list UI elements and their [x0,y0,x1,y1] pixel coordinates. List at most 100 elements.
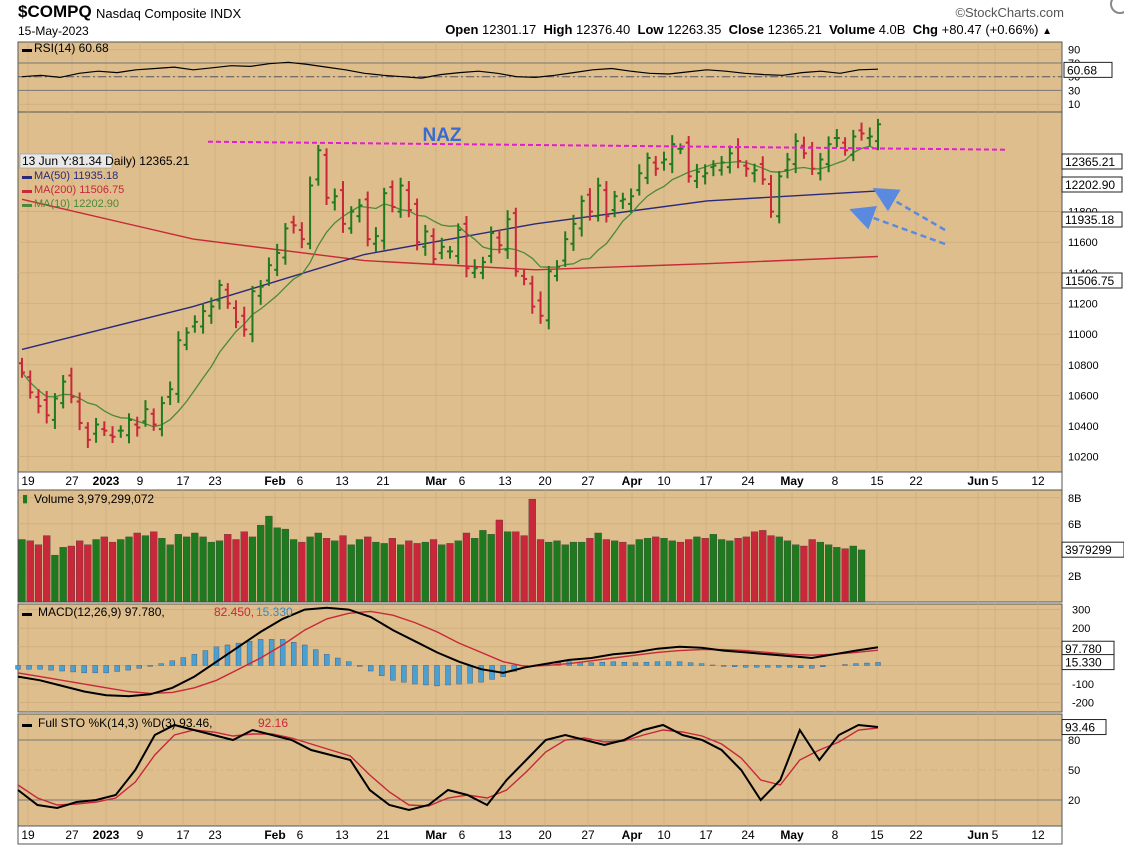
low-value: 12263.35 [667,22,722,37]
macd-signal-line [17,610,879,695]
ohlc-bar [158,396,165,437]
price-tick-11600: 11600 [1068,237,1098,249]
ticker-symbol: $COMPQ [18,2,92,21]
macd-histogram-bar [213,646,220,666]
x-tick-bottom-11: 6 [459,828,466,842]
volume-bar [767,535,775,603]
macd-histogram-bar [235,642,242,666]
ohlc-bar [611,190,618,218]
volume-bar [298,541,306,603]
close-value: 12365.21 [767,22,822,37]
volume-bar [355,539,364,603]
macd-label-a: MACD(12,26,9) 97.780, [38,605,165,619]
volume-bar [841,548,849,603]
chg-value: +80.47 (+0.66%) [941,22,1039,37]
ohlc-bar [718,155,725,176]
price-tick-10600: 10600 [1068,390,1099,402]
ohlc-bar [636,164,643,196]
volume-bar [248,536,257,603]
volume-bar [528,498,536,603]
macd-histogram-bar [687,662,694,666]
volume-bar [314,532,322,603]
ohlc-bar [702,164,709,185]
ohlc-bar [759,156,766,185]
volume-bar [833,547,841,603]
volume-bar [454,540,462,603]
volume-bar [759,530,767,603]
ohlc-bar [512,207,519,277]
rsi-legend-swatch: ▬ [22,44,32,55]
volume-bar [619,541,627,603]
volume-bar [726,540,734,603]
x-tick-top-10: Mar [425,474,447,488]
x-tick-bottom-17: 17 [699,828,713,842]
macd-histogram-bar [643,662,650,666]
ohlc-bar [693,163,700,189]
x-tick-top-5: 23 [208,474,222,488]
chart-date: 15-May-2023 [18,24,89,38]
ohlc-bar [315,144,322,186]
macd-legend-swatch: ▬ [22,608,32,619]
x-tick-bottom-6: Feb [264,828,285,842]
volume-bar [545,541,553,603]
volume-bar [191,532,199,603]
volume-bar [51,554,59,603]
rsi-value-tag-box [1063,61,1113,78]
volume-bar [290,539,298,603]
volume-bar [635,539,643,603]
x-tick-top-15: Apr [622,474,643,488]
x-tick-bottom-20: 8 [832,828,839,842]
macd-histogram-bar [743,665,749,668]
x-tick-bottom-13: 20 [538,828,552,842]
ohlc-bar [438,237,445,260]
legend-ma200: MA(200) 11506.75 [34,184,124,196]
ohlc-bar [331,188,338,211]
x-tick-top-19: May [780,474,804,488]
x-tick-bottom-14: 27 [581,828,595,842]
ohlc-bar [447,246,453,259]
arrow-ma10-indicator [872,187,946,232]
ohlc-bar [356,198,363,223]
ohlc-bar [743,160,750,177]
volume-bar [372,541,380,603]
ohlc-bar [628,188,635,213]
sto-tick-50: 50 [1068,765,1080,777]
volume-bar [495,519,503,603]
volume-bar [108,541,117,603]
macd-value-tag: 97.780 [1065,642,1102,656]
volume-bar [347,544,355,603]
macd-histogram-bar [125,665,131,671]
volume-bar [512,531,520,603]
volume-label: Volume [829,22,876,37]
volume-bar [429,539,438,603]
price-legend-main: 13 Jun Y:81.34 Daily) 12365.21 [22,154,190,168]
ohlc-bar [68,367,75,404]
volume-bar [709,534,717,603]
x-tick-top-2: 2023 [93,474,120,488]
volume-bar [158,538,166,603]
volume-bar [438,544,446,603]
macd-histogram-bar [136,665,142,669]
ohlc-bar [784,152,791,179]
rsi-label: RSI(14) 60.68 [34,41,109,55]
volume-bar [117,539,125,603]
sto-label-b: 92.16 [258,716,288,730]
volume-bar [380,543,388,603]
ohlc-bar [389,180,396,213]
macd-histogram-bar [776,665,782,668]
ohlc-bar [833,129,840,148]
macd-label-b: 82.450, [214,605,254,619]
volume-bar [364,536,372,603]
ohlc-bar [751,163,758,183]
sto-label-a: Full STO %K(14,3) %D(3) 93.46, [38,716,213,730]
x-tick-bottom-2: 2023 [93,828,120,842]
volume-value: 4.0B [878,22,906,37]
volume-bar [26,540,34,603]
macd-histogram-bar [489,665,495,680]
ohlc-bar [545,265,552,330]
x-tick-top-25: 12 [1031,474,1045,488]
rsi-line [21,61,879,79]
macd-histogram-bar [621,662,628,666]
volume-bar [611,540,619,603]
sto-tick-20: 20 [1068,795,1080,807]
